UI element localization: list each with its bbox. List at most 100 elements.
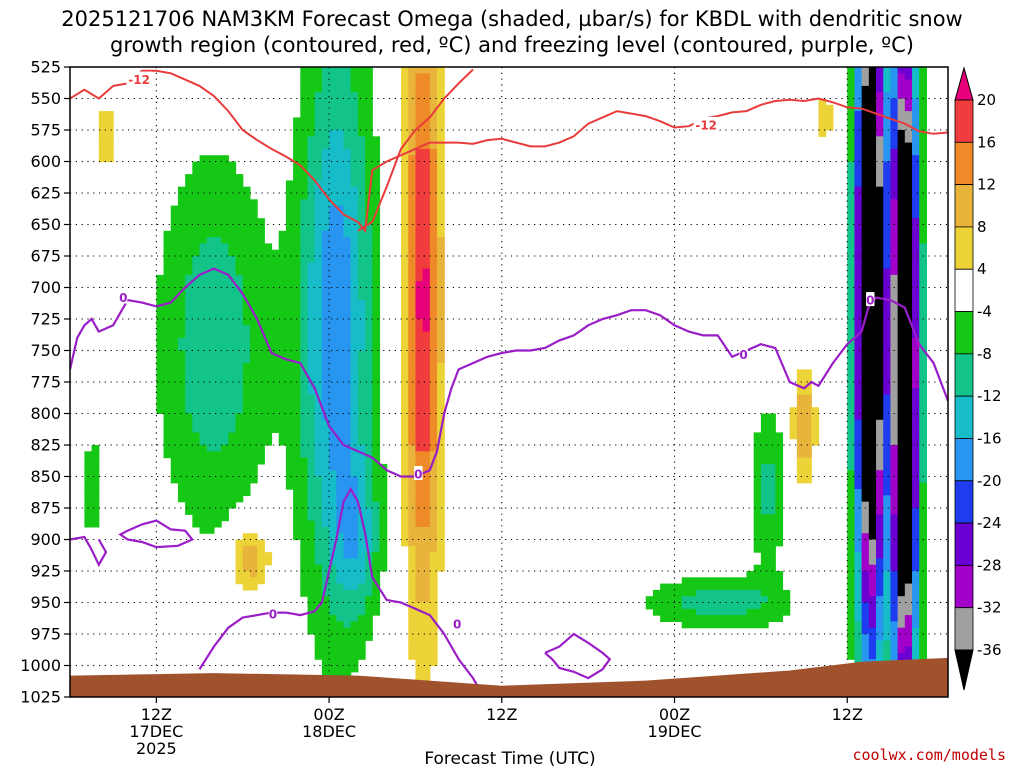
y-tick-label: 875: [30, 499, 61, 518]
omega-cell: [897, 224, 913, 232]
omega-cell: [415, 306, 431, 314]
omega-cell: [350, 438, 359, 446]
omega-cell: [185, 400, 244, 408]
y-tick-label: 550: [30, 89, 61, 108]
omega-cell: [760, 470, 776, 478]
omega-cell: [408, 470, 417, 478]
omega-cell: [429, 319, 438, 326]
omega-cell: [401, 104, 409, 112]
omega-cell: [876, 615, 884, 622]
omega-cell: [170, 218, 265, 226]
omega-cell: [883, 262, 892, 270]
omega-cell: [897, 249, 913, 257]
omega-cell: [437, 514, 445, 522]
omega-cell: [897, 73, 906, 81]
omega-cell: [904, 98, 913, 106]
omega-cell: [890, 123, 899, 131]
omega-cell: [300, 419, 316, 427]
omega-cell: [429, 577, 438, 585]
omega-cell: [897, 426, 913, 433]
omega-cell: [861, 596, 877, 604]
omega-cell: [235, 577, 265, 585]
omega-cell: [429, 237, 438, 244]
omega-cell: [307, 312, 323, 320]
omega-cell: [300, 300, 309, 307]
omega-cell: [408, 589, 417, 597]
omega-cell: [343, 621, 352, 629]
omega-cell: [883, 457, 892, 465]
omega-cell: [912, 501, 920, 509]
omega-cell: [401, 331, 409, 339]
omega-cell: [919, 262, 928, 270]
omega-cell: [185, 508, 229, 515]
omega-cell: [408, 142, 417, 150]
colorbar-bin: [954, 438, 974, 482]
omega-cell: [890, 256, 899, 263]
omega-cell: [753, 457, 784, 465]
omega-cell: [415, 111, 431, 118]
omega-cell: [408, 155, 417, 163]
omega-cell: [321, 350, 352, 358]
omega-cell: [883, 445, 892, 452]
omega-cell: [919, 514, 928, 522]
omega-cell: [429, 224, 438, 232]
omega-cell: [919, 274, 928, 282]
omega-cell: [350, 287, 359, 295]
omega-cell: [307, 155, 323, 163]
omega-cell: [868, 520, 877, 528]
omega-cell: [876, 85, 884, 93]
omega-cell: [753, 470, 762, 478]
omega-cell: [847, 117, 856, 125]
omega-cell: [854, 73, 863, 81]
omega-cell: [912, 489, 920, 496]
omega-cell: [437, 463, 445, 471]
omega-cell: [357, 211, 366, 219]
omega-cell: [314, 640, 366, 648]
omega-cell: [437, 111, 445, 118]
omega-cell: [847, 287, 856, 295]
omega-cell: [156, 407, 186, 415]
omega-cell: [429, 514, 438, 522]
omega-cell: [861, 589, 870, 597]
omega-cell: [84, 489, 100, 496]
omega-cell: [278, 438, 301, 446]
omega-cell: [912, 369, 920, 377]
colorbar-top-arrow: [954, 66, 974, 101]
omega-cell: [437, 363, 445, 370]
omega-cell: [285, 470, 309, 478]
omega-cell: [890, 508, 899, 515]
omega-cell: [919, 356, 928, 364]
omega-cell: [861, 539, 870, 547]
omega-cell: [408, 501, 417, 509]
omega-cell: [408, 482, 417, 490]
omega-cell: [861, 463, 877, 471]
omega-cell: [919, 85, 928, 93]
omega-cell: [437, 375, 445, 383]
omega-cell: [919, 199, 928, 207]
omega-cell: [350, 426, 359, 433]
omega-cell: [357, 117, 373, 125]
omega-cell: [847, 274, 856, 282]
omega-cell: [861, 608, 870, 616]
omega-cell: [890, 331, 899, 339]
omega-cell: [861, 470, 877, 478]
omega-cell: [876, 130, 884, 137]
omega-cell: [156, 400, 186, 408]
omega-cell: [98, 111, 114, 118]
omega-cell: [897, 325, 913, 333]
omega-cell: [847, 470, 856, 478]
omega-cell: [401, 123, 409, 131]
omega-cell: [854, 514, 863, 522]
omega-cell: [897, 375, 913, 383]
omega-cell: [314, 243, 323, 251]
omega-cell: [300, 363, 309, 370]
omega-cell: [912, 627, 920, 635]
omega-cell: [883, 476, 892, 484]
omega-cell: [372, 432, 381, 440]
omega-cell: [847, 98, 856, 106]
omega-cell: [760, 602, 791, 610]
omega-cell: [343, 230, 359, 238]
omega-cell: [365, 482, 373, 490]
omega-cell: [408, 262, 417, 270]
omega-cell: [847, 438, 856, 446]
